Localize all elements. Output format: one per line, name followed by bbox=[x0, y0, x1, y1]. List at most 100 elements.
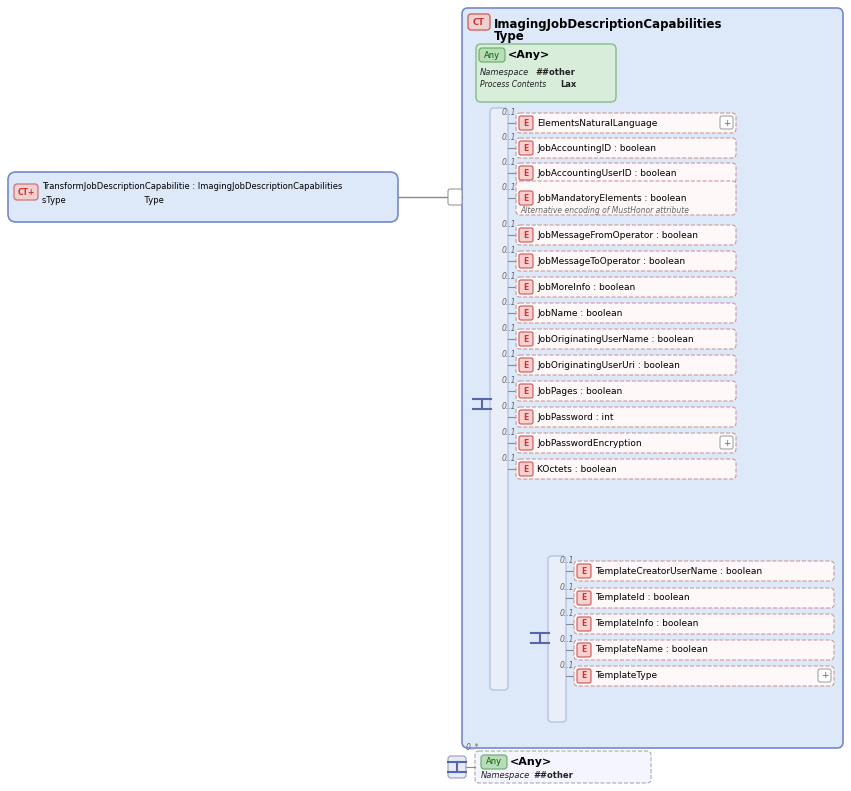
Text: JobMandatoryElements : boolean: JobMandatoryElements : boolean bbox=[537, 194, 687, 202]
Text: E: E bbox=[581, 593, 586, 603]
Text: 0..1: 0..1 bbox=[560, 556, 574, 565]
Text: JobName : boolean: JobName : boolean bbox=[537, 308, 622, 317]
Text: 0..*: 0..* bbox=[466, 744, 479, 752]
FancyBboxPatch shape bbox=[516, 355, 736, 375]
Text: 0..1: 0..1 bbox=[502, 133, 517, 142]
FancyBboxPatch shape bbox=[574, 666, 834, 686]
Text: E: E bbox=[523, 256, 528, 266]
FancyBboxPatch shape bbox=[519, 141, 533, 155]
FancyBboxPatch shape bbox=[519, 166, 533, 180]
FancyBboxPatch shape bbox=[516, 138, 736, 158]
Text: Alternative encoding of MustHonor attribute: Alternative encoding of MustHonor attrib… bbox=[520, 206, 689, 214]
Text: ImagingJobDescriptionCapabilities: ImagingJobDescriptionCapabilities bbox=[494, 18, 722, 31]
FancyBboxPatch shape bbox=[519, 332, 533, 346]
Text: JobMoreInfo : boolean: JobMoreInfo : boolean bbox=[537, 282, 635, 292]
Text: <Any>: <Any> bbox=[508, 50, 551, 60]
FancyBboxPatch shape bbox=[516, 277, 736, 297]
FancyBboxPatch shape bbox=[519, 358, 533, 372]
FancyBboxPatch shape bbox=[519, 280, 533, 294]
Text: 0..1: 0..1 bbox=[502, 350, 517, 359]
Text: TemplateType: TemplateType bbox=[595, 672, 657, 680]
Text: sType                              Type: sType Type bbox=[42, 195, 164, 205]
FancyBboxPatch shape bbox=[577, 643, 591, 657]
Text: +: + bbox=[722, 438, 730, 448]
Text: 0..1: 0..1 bbox=[502, 158, 517, 167]
Text: +: + bbox=[722, 119, 730, 127]
Text: CT+: CT+ bbox=[17, 187, 35, 196]
Text: E: E bbox=[523, 387, 528, 396]
FancyBboxPatch shape bbox=[519, 191, 533, 205]
Text: TemplateCreatorUserName : boolean: TemplateCreatorUserName : boolean bbox=[595, 566, 762, 576]
FancyBboxPatch shape bbox=[519, 384, 533, 398]
Text: 0..1: 0..1 bbox=[502, 220, 517, 229]
FancyBboxPatch shape bbox=[574, 640, 834, 660]
Text: E: E bbox=[523, 230, 528, 240]
Text: E: E bbox=[523, 335, 528, 343]
Text: <Any>: <Any> bbox=[510, 757, 552, 767]
Text: KOctets : boolean: KOctets : boolean bbox=[537, 464, 617, 474]
FancyBboxPatch shape bbox=[519, 254, 533, 268]
Text: E: E bbox=[581, 645, 586, 654]
Text: E: E bbox=[523, 168, 528, 177]
Text: JobPages : boolean: JobPages : boolean bbox=[537, 387, 622, 396]
FancyBboxPatch shape bbox=[516, 251, 736, 271]
Text: E: E bbox=[581, 619, 586, 629]
FancyBboxPatch shape bbox=[516, 433, 736, 453]
FancyBboxPatch shape bbox=[574, 561, 834, 581]
Text: ##other: ##other bbox=[535, 67, 575, 77]
Text: JobPassword : int: JobPassword : int bbox=[537, 412, 614, 422]
Text: Process Contents: Process Contents bbox=[480, 80, 546, 89]
FancyBboxPatch shape bbox=[516, 407, 736, 427]
FancyBboxPatch shape bbox=[475, 751, 651, 783]
Text: Namespace: Namespace bbox=[480, 67, 529, 77]
FancyBboxPatch shape bbox=[574, 588, 834, 608]
Text: ElementsNaturalLanguage: ElementsNaturalLanguage bbox=[537, 119, 657, 127]
Text: ##other: ##other bbox=[533, 770, 573, 779]
FancyBboxPatch shape bbox=[818, 669, 831, 682]
FancyBboxPatch shape bbox=[468, 14, 490, 30]
FancyBboxPatch shape bbox=[516, 113, 736, 133]
FancyBboxPatch shape bbox=[476, 44, 616, 102]
FancyBboxPatch shape bbox=[516, 303, 736, 323]
FancyBboxPatch shape bbox=[548, 556, 566, 722]
FancyBboxPatch shape bbox=[516, 225, 736, 245]
Text: JobAccountingID : boolean: JobAccountingID : boolean bbox=[537, 143, 656, 153]
Text: 0..1: 0..1 bbox=[560, 609, 574, 618]
FancyBboxPatch shape bbox=[519, 116, 533, 130]
Text: 0..1: 0..1 bbox=[560, 583, 574, 592]
Text: E: E bbox=[523, 438, 528, 448]
Text: 0..1: 0..1 bbox=[502, 108, 517, 117]
Text: TemplateName : boolean: TemplateName : boolean bbox=[595, 645, 708, 654]
FancyBboxPatch shape bbox=[519, 306, 533, 320]
FancyBboxPatch shape bbox=[516, 381, 736, 401]
FancyBboxPatch shape bbox=[519, 462, 533, 476]
Text: 0..1: 0..1 bbox=[502, 183, 517, 192]
Text: E: E bbox=[581, 672, 586, 680]
FancyBboxPatch shape bbox=[577, 617, 591, 631]
FancyBboxPatch shape bbox=[574, 614, 834, 634]
FancyBboxPatch shape bbox=[720, 436, 733, 449]
Text: 0..1: 0..1 bbox=[560, 661, 574, 670]
Text: JobMessageToOperator : boolean: JobMessageToOperator : boolean bbox=[537, 256, 685, 266]
FancyBboxPatch shape bbox=[516, 329, 736, 349]
Text: Any: Any bbox=[484, 51, 500, 59]
FancyBboxPatch shape bbox=[516, 459, 736, 479]
Text: TransformJobDescriptionCapabilitie : ImagingJobDescriptionCapabilities: TransformJobDescriptionCapabilitie : Ima… bbox=[42, 181, 342, 191]
Text: 0..1: 0..1 bbox=[560, 635, 574, 644]
Text: 0..1: 0..1 bbox=[502, 402, 517, 411]
Text: E: E bbox=[523, 143, 528, 153]
Text: E: E bbox=[523, 119, 528, 127]
FancyBboxPatch shape bbox=[14, 184, 38, 200]
Text: E: E bbox=[523, 412, 528, 422]
FancyBboxPatch shape bbox=[479, 48, 505, 62]
Text: JobOriginatingUserUri : boolean: JobOriginatingUserUri : boolean bbox=[537, 361, 680, 369]
Text: TemplateId : boolean: TemplateId : boolean bbox=[595, 593, 689, 603]
Text: 0..1: 0..1 bbox=[502, 376, 517, 385]
Text: 0..1: 0..1 bbox=[502, 428, 517, 437]
FancyBboxPatch shape bbox=[462, 8, 843, 748]
Text: E: E bbox=[581, 566, 586, 576]
Text: E: E bbox=[523, 282, 528, 292]
Text: 0..1: 0..1 bbox=[502, 272, 517, 281]
FancyBboxPatch shape bbox=[519, 410, 533, 424]
FancyBboxPatch shape bbox=[490, 108, 508, 690]
